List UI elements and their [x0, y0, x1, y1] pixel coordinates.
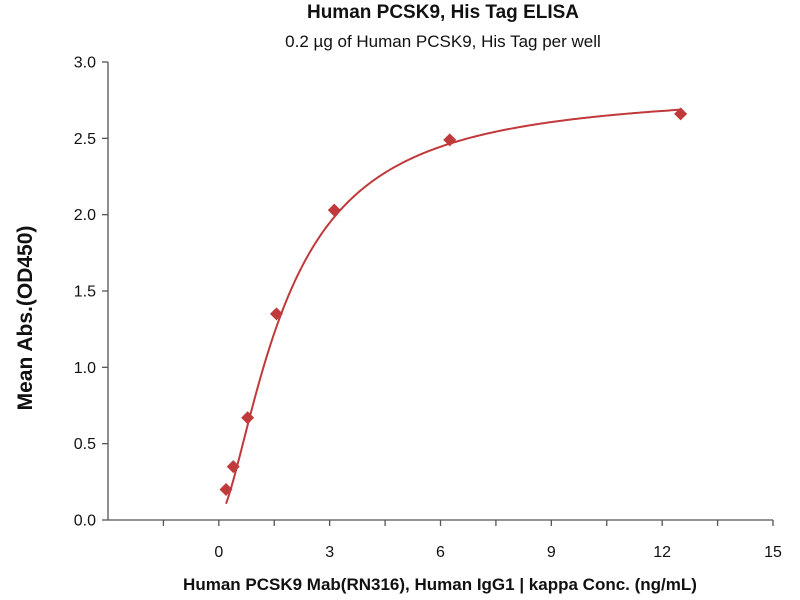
fit-curve	[225, 108, 681, 505]
data-point	[269, 307, 283, 321]
data-point	[219, 482, 233, 496]
chart-title: Human PCSK9, His Tag ELISA	[307, 2, 579, 23]
x-tick-label: 15	[764, 544, 782, 561]
data-point	[674, 107, 688, 121]
x-axis-title: Human PCSK9 Mab(RN316), Human IgG1 | kap…	[183, 575, 697, 594]
data-point	[443, 133, 457, 147]
data-point	[226, 460, 240, 474]
x-tick-label: 0	[214, 544, 223, 561]
data-point	[327, 203, 341, 217]
data-point	[241, 411, 255, 425]
y-tick-label: 2.0	[74, 207, 96, 224]
y-tick-label: 0.5	[74, 436, 96, 453]
y-tick-label: 1.0	[74, 360, 96, 377]
x-tick-label: 6	[436, 544, 445, 561]
y-tick-label: 3.0	[74, 55, 96, 72]
chart-subtitle: 0.2 µg of Human PCSK9, His Tag per well	[285, 32, 601, 51]
x-tick-label: 3	[325, 544, 334, 561]
x-axis-ticks: 0 3 6 9 12 15	[162, 520, 782, 561]
data-points	[219, 107, 688, 496]
axes	[107, 62, 773, 521]
x-tick-label: 9	[547, 544, 556, 561]
x-tick-label: 12	[653, 544, 671, 561]
y-tick-label: 1.5	[74, 284, 96, 301]
y-tick-label: 0.0	[74, 513, 96, 530]
y-axis-title: Mean Abs.(OD450)	[14, 226, 37, 411]
y-tick-label: 2.5	[74, 131, 96, 148]
y-axis-ticks: 0.0 0.5 1.0 1.5 2.0 2.5 3.0	[74, 55, 108, 530]
